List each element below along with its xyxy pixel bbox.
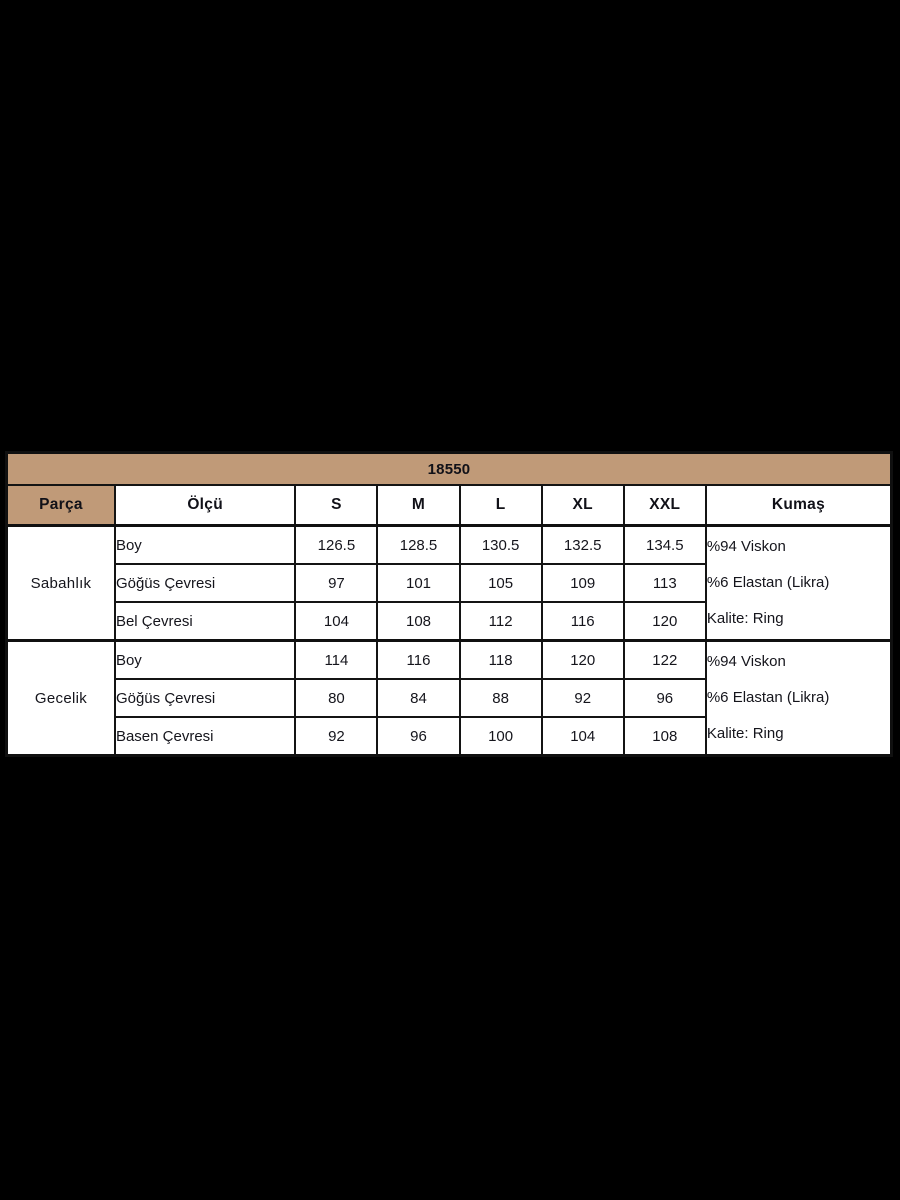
value-xl: 104	[540, 716, 625, 757]
table-row: Göğüs Çevresi 80 84 88 92 96	[7, 678, 892, 718]
table-row: Bel Çevresi 104 108 112 116 120	[7, 601, 892, 642]
value-m: 84	[376, 678, 461, 718]
value-s: 114	[294, 639, 379, 680]
value-s: 104	[294, 601, 379, 642]
fabric-line: %94 Viskon	[706, 538, 786, 555]
column-header-s: S	[294, 484, 379, 527]
column-header-part: Parça	[5, 484, 116, 527]
value-xxl: 122	[622, 639, 707, 680]
value-l: 100	[458, 716, 543, 757]
value-l: 118	[458, 639, 543, 680]
value-s: 126.5	[294, 524, 379, 565]
value-l: 112	[458, 601, 543, 642]
value-m: 96	[376, 716, 461, 757]
value-s: 92	[294, 716, 379, 757]
value-xxl: 96	[622, 678, 707, 718]
value-l: 105	[458, 563, 543, 603]
value-s: 97	[294, 563, 379, 603]
value-xxl: 108	[622, 716, 707, 757]
value-m: 128.5	[376, 524, 461, 565]
table-row: Gecelik Boy 114 116 118 120 122 %94 Visk…	[5, 639, 893, 757]
size-chart-container: 18550 Parça Ölçü S M L XL XXL Kumaş Saba…	[5, 451, 893, 757]
value-l: 88	[458, 678, 543, 718]
size-chart-table: 18550 Parça Ölçü S M L XL XXL Kumaş Saba…	[5, 451, 893, 757]
measure-name: Bel Çevresi	[113, 601, 297, 642]
measure-name: Göğüs Çevresi	[113, 563, 297, 603]
fabric-line: %6 Elastan (Likra)	[706, 689, 830, 706]
table-row: Göğüs Çevresi 97 101 105 109 113	[7, 563, 892, 603]
column-header-xl: XL	[540, 484, 625, 527]
group-label-gecelik: Gecelik	[5, 639, 116, 757]
column-header-measure: Ölçü	[113, 484, 297, 527]
column-header-fabric: Kumaş	[704, 484, 893, 527]
column-header-xxl: XXL	[622, 484, 707, 527]
fabric-line: Kalite: Ring	[706, 610, 784, 627]
value-xl: 120	[540, 639, 625, 680]
measure-name: Boy	[113, 639, 297, 680]
measure-name: Göğüs Çevresi	[113, 678, 297, 718]
value-xl: 116	[540, 601, 625, 642]
table-title-row: 18550	[5, 451, 893, 486]
product-code-title: 18550	[5, 451, 893, 486]
value-m: 101	[376, 563, 461, 603]
value-xl: 109	[540, 563, 625, 603]
column-header-m: M	[376, 484, 461, 527]
measure-name: Boy	[113, 524, 297, 565]
value-xl: 132.5	[540, 524, 625, 565]
value-l: 130.5	[458, 524, 543, 565]
value-xl: 92	[540, 678, 625, 718]
table-row: Sabahlık Boy 126.5 128.5 130.5 132.5 134…	[5, 524, 893, 642]
fabric-line: %6 Elastan (Likra)	[706, 574, 830, 591]
column-header-l: L	[458, 484, 543, 527]
table-row: Basen Çevresi 92 96 100 104 108	[7, 716, 892, 757]
fabric-line: %94 Viskon	[706, 653, 786, 670]
table-header-row: Parça Ölçü S M L XL XXL Kumaş	[5, 484, 893, 527]
value-xxl: 120	[622, 601, 707, 642]
measure-name: Basen Çevresi	[113, 716, 297, 757]
value-xxl: 134.5	[622, 524, 707, 565]
value-s: 80	[294, 678, 379, 718]
fabric-line: Kalite: Ring	[706, 725, 784, 742]
fabric-info-gecelik: %94 Viskon %6 Elastan (Likra) Kalite: Ri…	[704, 639, 893, 757]
value-m: 116	[376, 639, 461, 680]
group-label-sabahlik: Sabahlık	[5, 524, 116, 642]
fabric-info-sabahlik: %94 Viskon %6 Elastan (Likra) Kalite: Ri…	[704, 524, 893, 642]
value-m: 108	[376, 601, 461, 642]
value-xxl: 113	[622, 563, 707, 603]
